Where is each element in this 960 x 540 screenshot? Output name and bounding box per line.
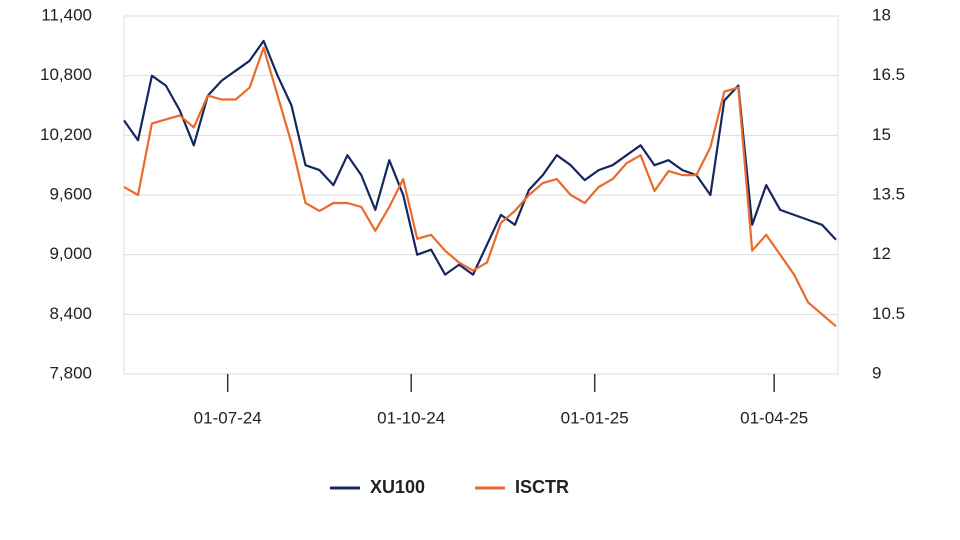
y2-tick-label: 15: [872, 125, 891, 144]
x-tick-label: 01-10-24: [377, 408, 445, 427]
x-tick-label: 01-01-25: [561, 408, 629, 427]
y-tick-label: 9,000: [49, 244, 92, 263]
y2-tick-label: 12: [872, 244, 891, 263]
series-line: [123, 46, 837, 328]
y-tick-label: 9,600: [49, 184, 92, 203]
y2-tick-label: 18: [872, 5, 891, 24]
y-tick-label: 8,400: [49, 304, 92, 323]
y2-tick-label: 10.5: [872, 304, 905, 323]
y-tick-label: 10,800: [40, 65, 92, 84]
y-tick-label: 11,400: [41, 5, 92, 24]
y-tick-label: 10,200: [40, 125, 92, 144]
legend-label: ISCTR: [515, 477, 569, 497]
y2-tick-label: 13.5: [872, 184, 905, 203]
series-line: [123, 39, 837, 276]
y2-tick-label: 16.5: [872, 65, 905, 84]
x-tick-label: 01-07-24: [194, 408, 262, 427]
y2-tick-label: 9: [872, 363, 881, 382]
legend-label: XU100: [370, 477, 425, 497]
y-tick-label: 7,800: [49, 363, 92, 382]
x-tick-label: 01-04-25: [740, 408, 808, 427]
